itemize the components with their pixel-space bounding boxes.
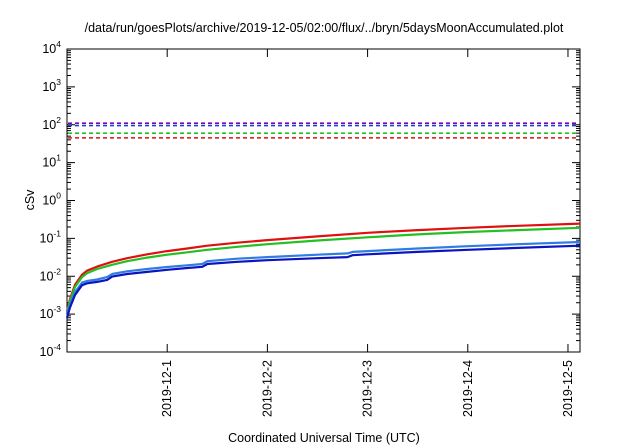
y-tick-base: 10 bbox=[40, 231, 54, 245]
x-tick-label: 2019-12-5 bbox=[561, 360, 575, 417]
y-tick-label: 102 bbox=[42, 115, 61, 132]
y-tick-label: 101 bbox=[42, 153, 61, 170]
y-tick-exponent: 3 bbox=[56, 77, 61, 87]
series-line bbox=[65, 222, 581, 312]
y-tick-base: 10 bbox=[42, 118, 56, 132]
series-line bbox=[65, 244, 581, 319]
y-tick-base: 10 bbox=[42, 194, 56, 208]
y-tick-label: 104 bbox=[42, 39, 61, 56]
y-tick-exponent: 4 bbox=[56, 39, 61, 49]
x-tick-label: 2019-12-2 bbox=[260, 360, 274, 417]
chart-title: /data/run/goesPlots/archive/2019-12-05/0… bbox=[85, 21, 564, 35]
y-axis-label: cSv bbox=[23, 189, 37, 211]
series-line bbox=[65, 226, 581, 313]
y-tick-base: 10 bbox=[42, 42, 56, 56]
x-axis-label: Coordinated Universal Time (UTC) bbox=[228, 431, 420, 445]
y-tick-exponent: -3 bbox=[53, 304, 61, 314]
y-tick-base: 10 bbox=[42, 156, 56, 170]
y-tick-exponent: 2 bbox=[56, 115, 61, 125]
x-tick-label: 2019-12-1 bbox=[160, 360, 174, 417]
x-tick-label: 2019-12-4 bbox=[461, 360, 475, 417]
y-tick-exponent: 1 bbox=[56, 153, 61, 163]
y-tick-base: 10 bbox=[40, 269, 54, 283]
y-tick-exponent: -2 bbox=[53, 266, 61, 276]
series-line bbox=[65, 240, 581, 313]
y-tick-label: 10-3 bbox=[40, 304, 62, 321]
plot-frame bbox=[66, 48, 581, 353]
y-tick-exponent: 0 bbox=[56, 191, 61, 201]
y-tick-base: 10 bbox=[40, 307, 54, 321]
y-tick-label: 10-2 bbox=[40, 266, 62, 283]
y-tick-label: 100 bbox=[42, 191, 61, 208]
y-tick-base: 10 bbox=[40, 345, 54, 359]
y-tick-label: 10-4 bbox=[40, 342, 62, 359]
y-tick-exponent: -1 bbox=[53, 228, 61, 238]
y-tick-label: 103 bbox=[42, 77, 61, 94]
plot-area: 10-410-310-210-11001011021031042019-12-1… bbox=[40, 39, 581, 417]
x-tick-label: 2019-12-3 bbox=[361, 360, 375, 417]
y-tick-exponent: -4 bbox=[53, 342, 61, 352]
y-tick-base: 10 bbox=[42, 80, 56, 94]
y-tick-label: 10-1 bbox=[40, 228, 62, 245]
